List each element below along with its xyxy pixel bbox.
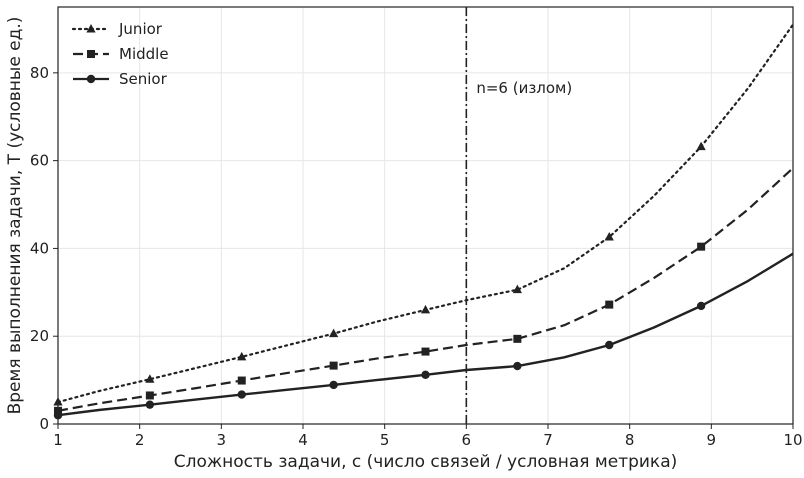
series-line-junior [56, 23, 795, 404]
plot-frame [57, 6, 794, 425]
y-tick-label: 40 [30, 239, 49, 257]
data-point-junior [237, 351, 247, 361]
data-point-middle [237, 376, 246, 385]
x-tick-label: 4 [298, 431, 308, 449]
legend-item-junior: Junior [71, 20, 163, 38]
legend-marker-junior [86, 24, 96, 33]
data-point-junior [329, 328, 339, 338]
vline-annotation: n=6 (излом) [476, 79, 572, 97]
x-tick-label: 2 [135, 431, 145, 449]
data-point-senior [696, 301, 706, 311]
x-tick-label: 10 [783, 431, 802, 449]
data-point-middle [145, 391, 154, 400]
data-point-middle [605, 300, 614, 309]
data-point-senior [237, 390, 246, 399]
series-line-senior [57, 252, 794, 417]
x-tick-label: 5 [380, 431, 390, 449]
x-tick-label: 8 [625, 431, 635, 449]
data-point-junior [512, 284, 522, 294]
x-tick-label: 1 [53, 431, 63, 449]
axes: 1 2 3 4 5 6 7 8 9 10 0 20 40 60 80 [30, 6, 803, 449]
series-senior [53, 252, 794, 420]
x-tick-label: 3 [217, 431, 227, 449]
legend-marker-senior [86, 74, 96, 84]
series-junior [53, 23, 795, 406]
legend-item-senior: Senior [73, 70, 168, 88]
legend: Junior Middle Senior [71, 20, 169, 88]
grid [57, 7, 794, 425]
y-tick-label: 80 [30, 64, 49, 82]
x-tick-label: 9 [707, 431, 717, 449]
legend-label-junior: Junior [118, 20, 163, 38]
y-tick-label: 20 [30, 327, 49, 345]
data-point-middle [513, 334, 522, 343]
data-point-senior [421, 370, 430, 380]
series-line-middle [57, 167, 794, 412]
series-group [53, 23, 795, 420]
data-point-senior [145, 400, 155, 409]
data-point-middle [421, 347, 430, 356]
y-axis-title: Время выполнения задачи, T (условные ед.… [5, 17, 25, 415]
y-tick-label: 60 [30, 152, 49, 170]
legend-item-middle: Middle [73, 45, 169, 63]
x-tick-label: 6 [462, 431, 472, 449]
data-point-middle [697, 242, 706, 251]
data-point-junior [145, 374, 155, 383]
data-point-junior [420, 304, 431, 314]
data-point-junior [604, 232, 614, 241]
legend-label-senior: Senior [119, 70, 168, 88]
x-axis-title: Сложность задачи, c (число связей / усло… [174, 452, 678, 472]
legend-marker-middle [87, 50, 95, 58]
data-point-senior [513, 361, 522, 371]
x-tick-label: 7 [543, 431, 553, 449]
legend-label-middle: Middle [119, 45, 169, 63]
data-point-junior [696, 141, 706, 151]
y-tick-label: 0 [39, 415, 49, 433]
data-point-senior [329, 380, 338, 390]
data-point-senior [605, 340, 614, 350]
data-point-middle [329, 361, 338, 370]
